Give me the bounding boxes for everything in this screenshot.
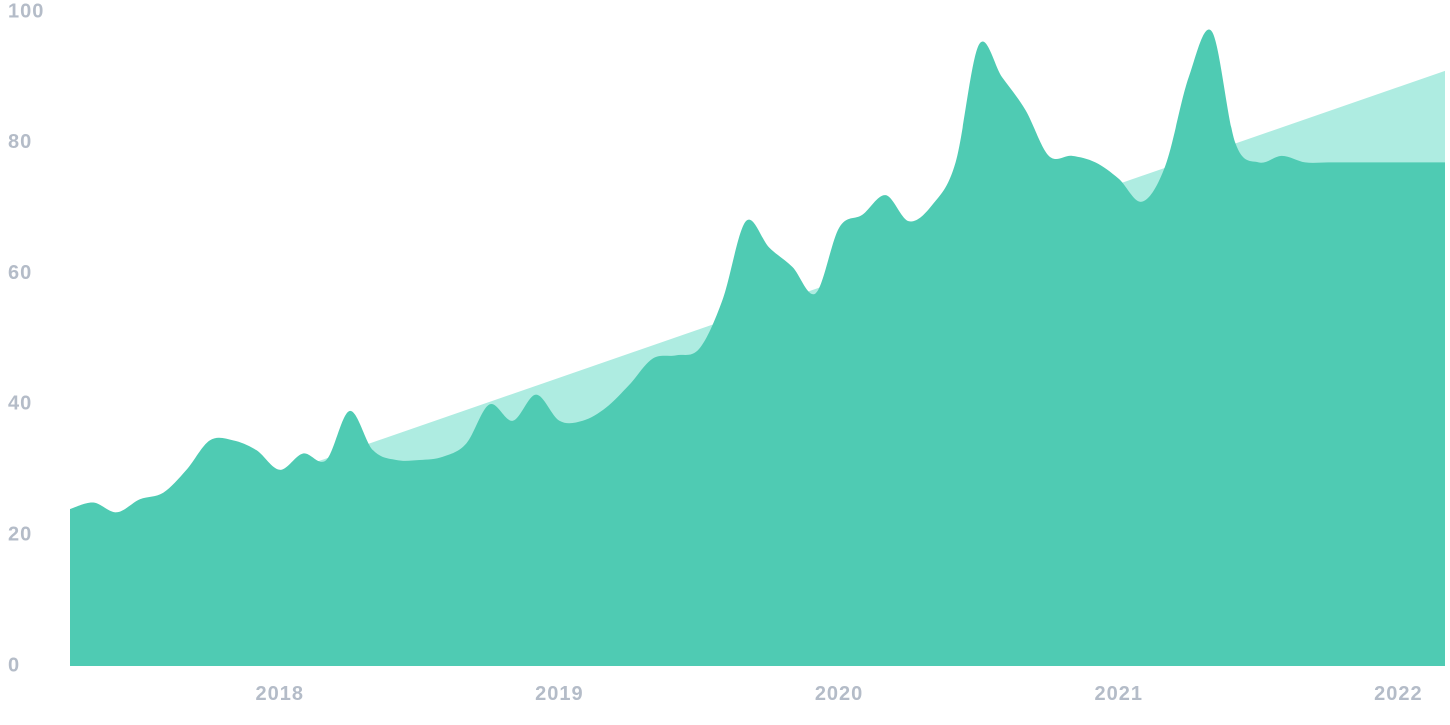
y-tick-label: 80	[8, 131, 32, 153]
series-area	[70, 29, 1445, 666]
x-tick-label: 2021	[1094, 683, 1143, 705]
y-tick-label: 40	[8, 393, 32, 415]
x-tick-label: 2020	[815, 683, 864, 705]
x-tick-label: 2019	[535, 683, 584, 705]
y-tick-label: 100	[8, 0, 44, 22]
x-tick-label: 2022	[1374, 683, 1423, 705]
y-axis: 0 20 40 60 80 100	[8, 0, 44, 676]
x-axis: 2018 2019 2020 2021 2022	[255, 683, 1423, 705]
x-tick-label: 2018	[255, 683, 304, 705]
y-tick-label: 0	[8, 654, 20, 676]
y-tick-label: 60	[8, 262, 32, 284]
y-tick-label: 20	[8, 523, 32, 545]
